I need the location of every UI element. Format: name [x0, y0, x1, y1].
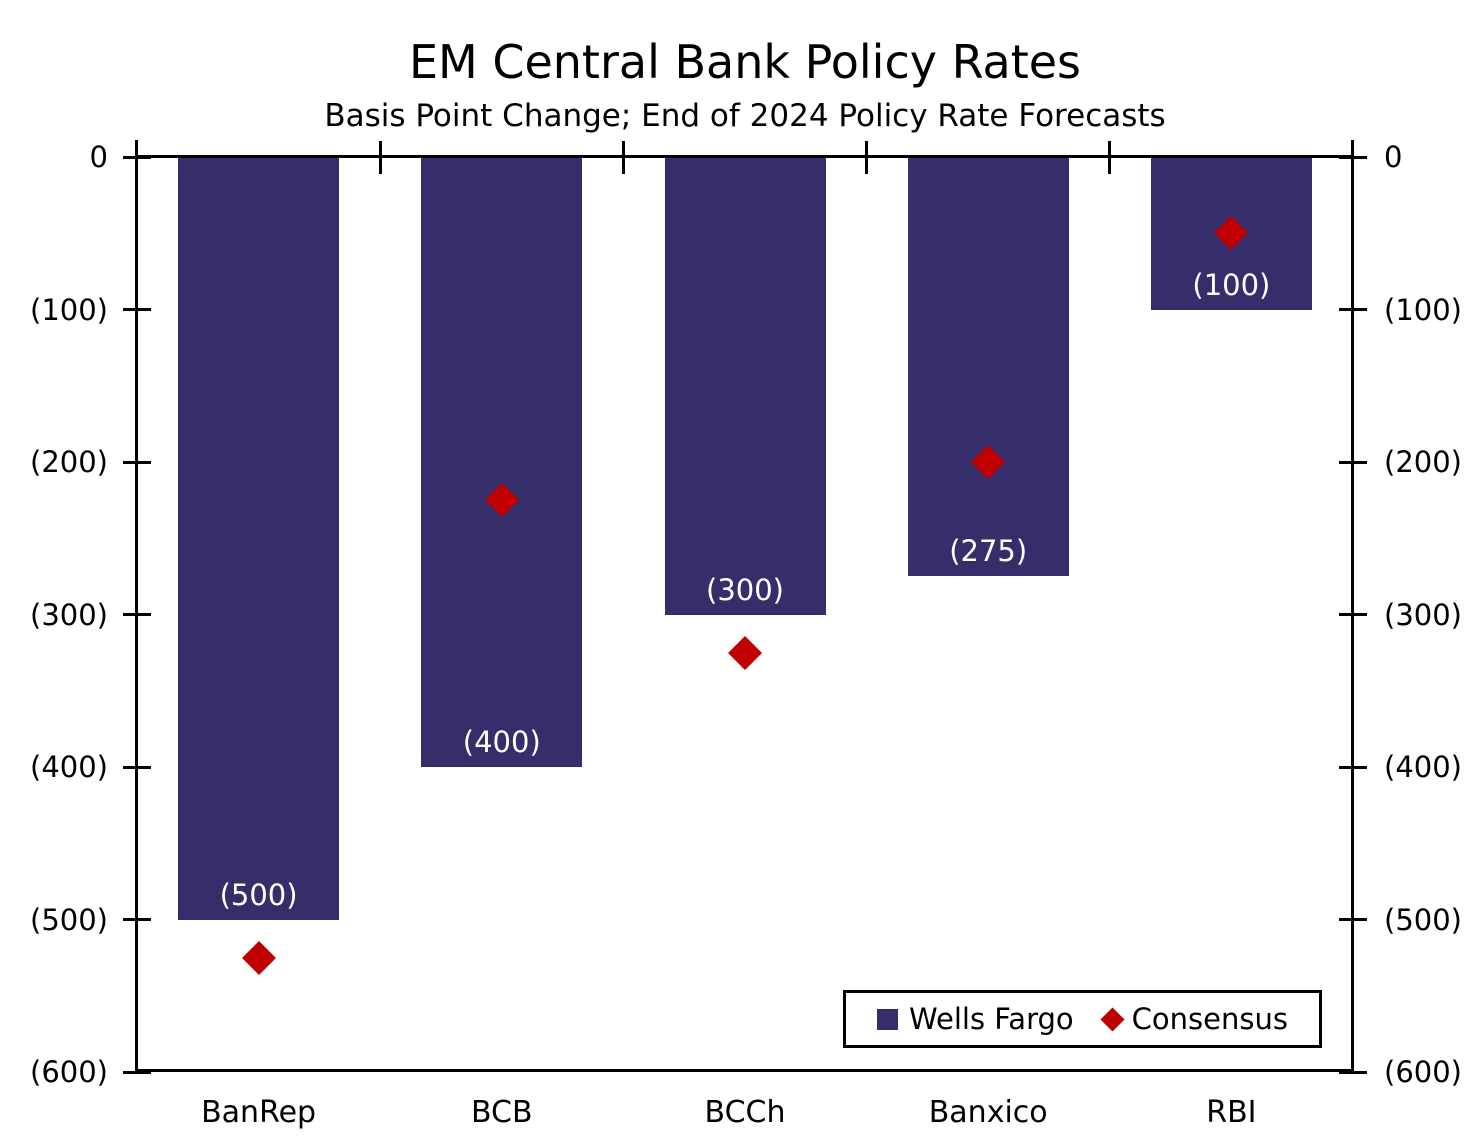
y-tick-label-right: (500) [1384, 902, 1462, 937]
x-axis-label-banxico: Banxico [928, 1095, 1048, 1130]
y-tick-label-left: (500) [30, 902, 108, 937]
x-axis-label-bcch: BCCh [704, 1095, 786, 1130]
bar-data-label: (100) [1192, 267, 1271, 302]
legend-label: Wells Fargo [909, 1002, 1074, 1036]
chart-subtitle: Basis Point Change; End of 2024 Policy R… [324, 98, 1166, 134]
y-tick-right [1339, 155, 1367, 159]
consensus-marker-bcch [728, 635, 762, 670]
y-tick-left [123, 308, 151, 311]
y-tick-label-right: 0 [1384, 140, 1403, 174]
y-tick-right [1339, 1070, 1367, 1074]
y-axis-line-left [135, 140, 138, 1072]
y-tick-label-left: 0 [89, 140, 108, 174]
category-boundary-tick [1108, 141, 1112, 174]
category-boundary-tick [621, 141, 625, 174]
y-tick-label-right: (100) [1384, 292, 1462, 327]
y-axis-line-right [1351, 140, 1354, 1072]
bar-bcb: (400) [421, 157, 583, 767]
y-tick-right [1339, 460, 1367, 464]
bar-data-label: (275) [949, 534, 1028, 569]
y-tick-label-left: (600) [30, 1055, 108, 1089]
zero-line [137, 155, 1353, 158]
bar-banxico: (275) [907, 157, 1069, 577]
y-tick-right [1339, 765, 1367, 769]
legend-item-wells-fargo: Wells Fargo [877, 1002, 1074, 1036]
y-tick-right [1339, 918, 1367, 921]
bar-banrep: (500) [178, 157, 340, 920]
y-tick-label-right: (300) [1384, 597, 1462, 632]
consensus-marker-banrep [241, 940, 276, 975]
legend-label: Consensus [1131, 1002, 1288, 1036]
y-tick-left [123, 918, 151, 921]
bar-bcch: (300) [664, 157, 826, 615]
y-tick-left [123, 460, 151, 464]
y-tick-label-left: (100) [30, 292, 108, 327]
chart-title: EM Central Bank Policy Rates [408, 35, 1082, 89]
x-axis-label-rbi: RBI [1206, 1095, 1257, 1130]
y-tick-right [1339, 308, 1367, 311]
bar-rbi: (100) [1150, 157, 1312, 310]
bar-data-label: (400) [462, 725, 541, 759]
y-tick-right [1339, 613, 1367, 616]
bar-data-label: (500) [219, 877, 298, 912]
legend: Wells Fargo Consensus [843, 990, 1322, 1048]
y-tick-left [123, 613, 151, 616]
x-axis-label-banrep: BanRep [201, 1095, 317, 1130]
x-axis-label-bcb: BCB [471, 1095, 533, 1130]
y-tick-label-right: (200) [1384, 445, 1462, 479]
y-tick-label-left: (400) [30, 750, 108, 784]
legend-item-consensus: Consensus [1100, 1002, 1288, 1036]
category-boundary-tick [865, 141, 869, 174]
y-tick-label-right: (600) [1384, 1055, 1462, 1089]
bottom-axis-line [137, 1069, 1353, 1072]
y-tick-left [123, 1070, 151, 1074]
y-tick-label-left: (200) [30, 445, 108, 479]
category-boundary-tick [378, 141, 382, 174]
y-tick-left [123, 765, 151, 769]
square-swatch-icon [877, 1008, 899, 1030]
y-tick-label-left: (300) [30, 597, 108, 632]
diamond-swatch-icon [1100, 1006, 1125, 1032]
y-tick-label-right: (400) [1384, 750, 1462, 784]
bar-data-label: (300) [706, 572, 784, 607]
